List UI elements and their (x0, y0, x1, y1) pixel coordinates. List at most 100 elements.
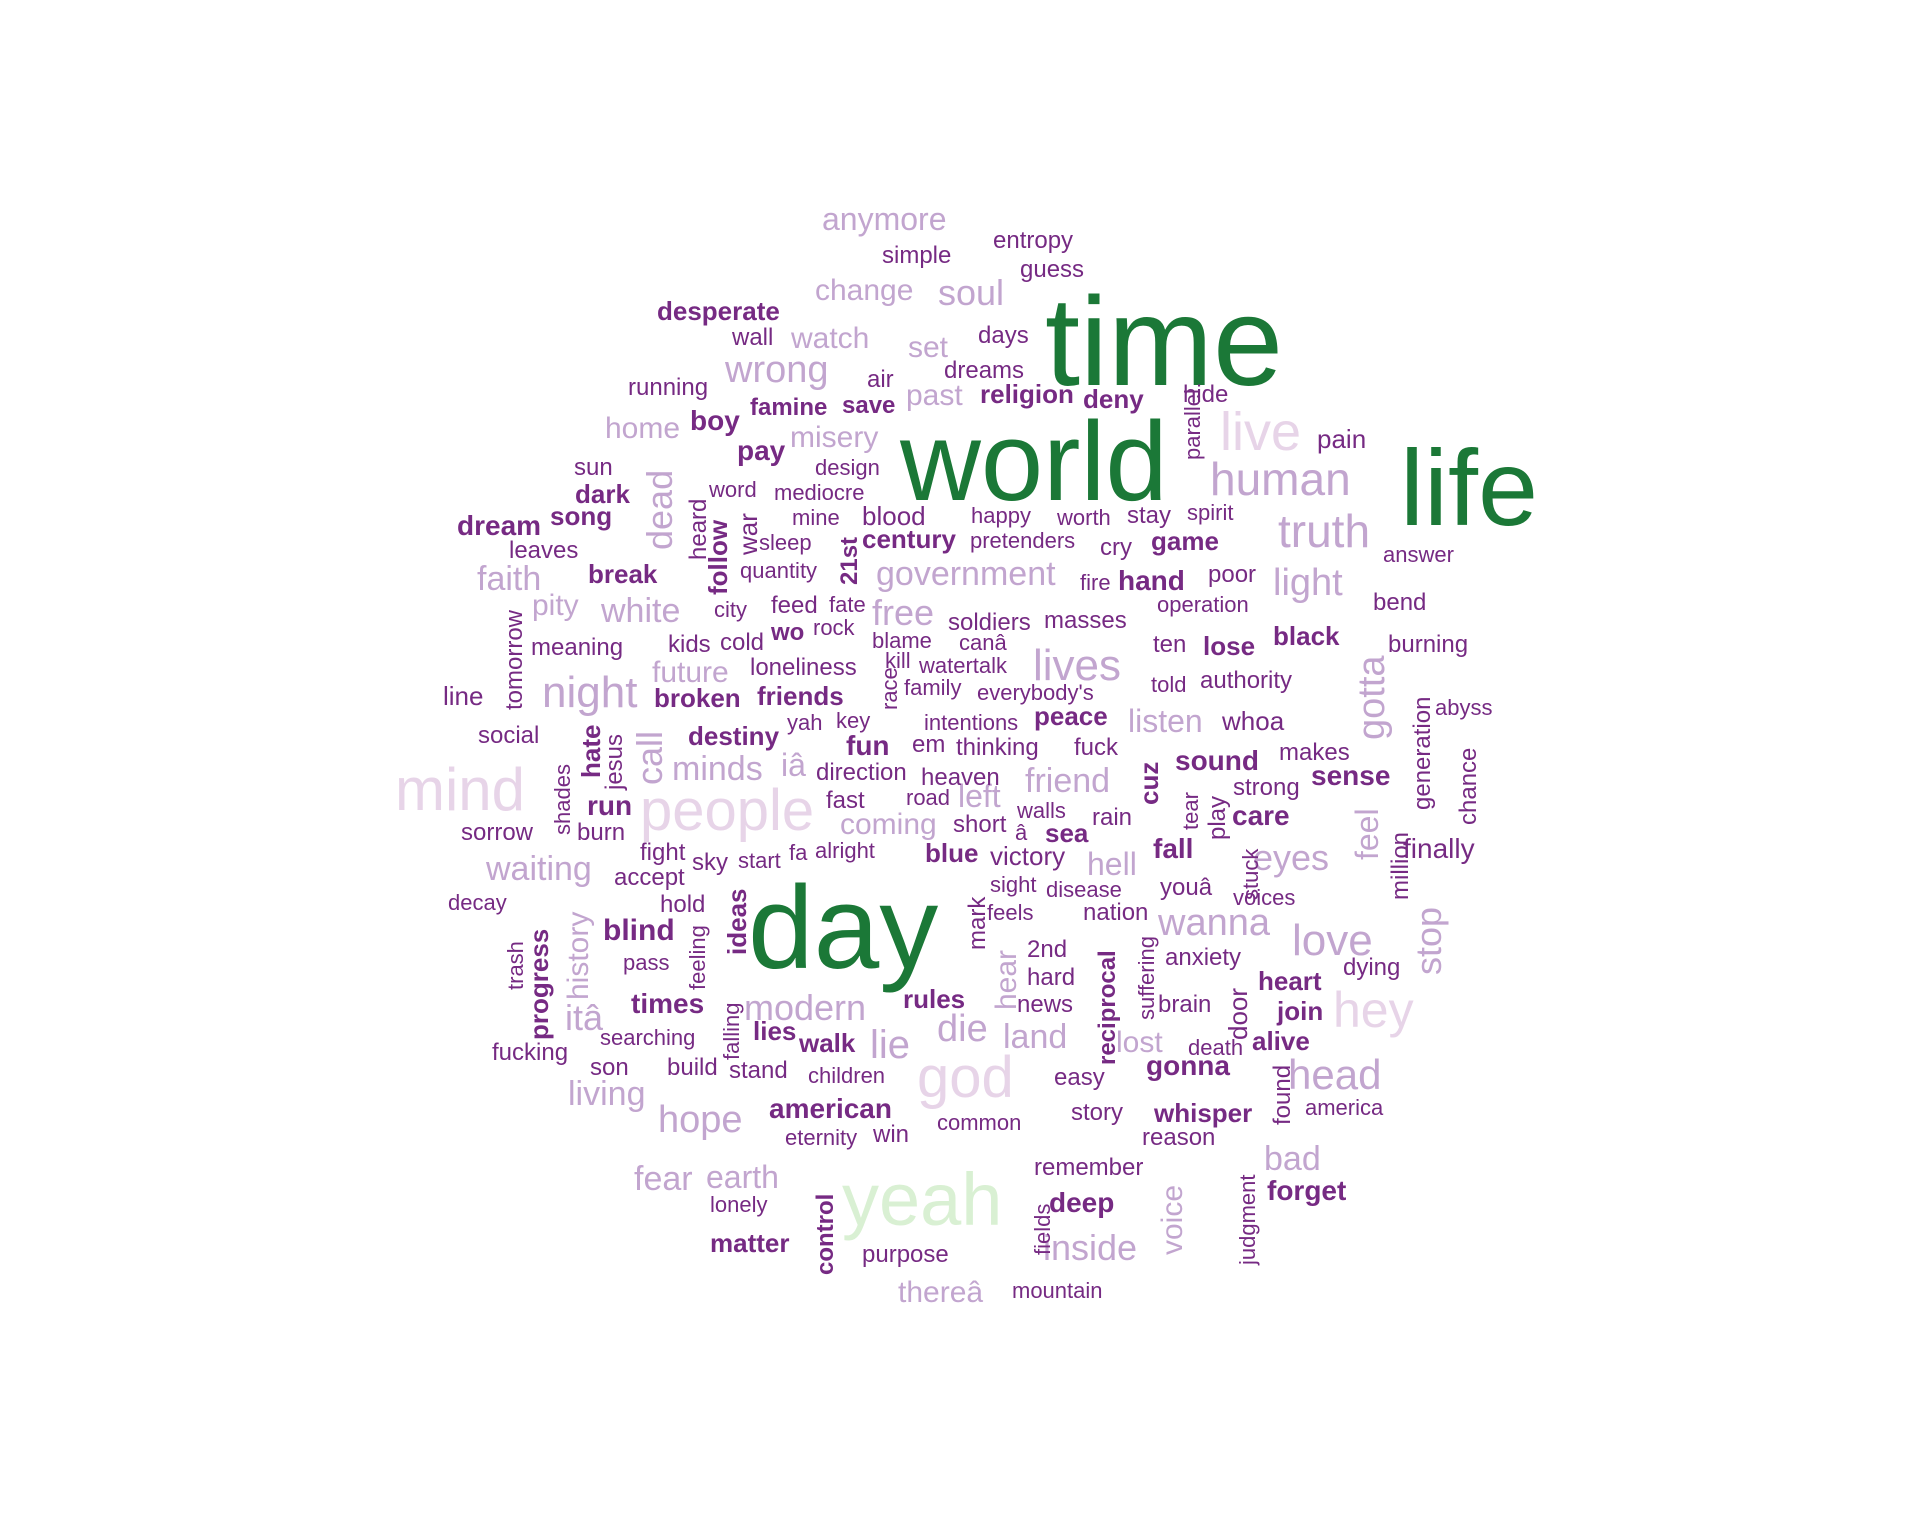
word-news: news (1017, 991, 1073, 1018)
word-answer: answer (1383, 542, 1454, 567)
word-hate: hate (576, 725, 606, 778)
word-kids: kids (668, 631, 711, 658)
word-change: change (815, 274, 913, 307)
word-pretenders: pretenders (970, 528, 1075, 553)
word-heard: heard (685, 499, 712, 560)
word-2nd: 2nd (1027, 936, 1067, 963)
word-death: death (1188, 1035, 1243, 1060)
word-die: die (937, 1008, 988, 1050)
word-guess: guess (1020, 256, 1084, 283)
word-boy: boy (690, 405, 740, 436)
word-blue: blue (925, 838, 978, 868)
word-son: son (590, 1054, 629, 1081)
word-direction: direction (816, 759, 907, 786)
word-yah: yah (787, 710, 822, 735)
word-hide: hide (1183, 381, 1228, 408)
word-rock: rock (813, 615, 856, 640)
word-blame: blame (872, 628, 932, 653)
word-fight: fight (640, 839, 686, 866)
word-lies: lies (753, 1016, 796, 1046)
word-ideas: ideas (722, 889, 752, 956)
word-brain: brain (1158, 991, 1211, 1018)
word-happy: happy (971, 503, 1031, 528)
word-you: youâ (1160, 874, 1213, 901)
word-black: black (1273, 621, 1340, 651)
word-fuck: fuck (1074, 734, 1119, 761)
word-sky: sky (692, 849, 728, 876)
word-peace: peace (1034, 701, 1108, 731)
word-voices: voices (1233, 885, 1295, 910)
word-fate: fate (829, 592, 866, 617)
word-modern: modern (744, 987, 866, 1028)
word-common: common (937, 1110, 1021, 1135)
word-fear: fear (634, 1160, 693, 1198)
word-kill: kill (885, 648, 911, 673)
word-walk: walk (798, 1028, 856, 1058)
word-lose: lose (1203, 631, 1255, 661)
word-stand: stand (729, 1057, 788, 1084)
word-history: history (562, 912, 595, 1000)
word-whisper: whisper (1153, 1098, 1252, 1128)
word-start: start (738, 848, 781, 873)
word-told: told (1151, 672, 1186, 697)
word-stop: stop (1408, 907, 1449, 975)
word-run: run (587, 790, 632, 821)
word-follow: follow (703, 519, 733, 595)
word-desperate: desperate (657, 296, 780, 326)
word-head: head (1288, 1051, 1381, 1098)
word-race: race (877, 667, 902, 710)
word-left: left (958, 778, 1001, 814)
word-leaves: leaves (509, 537, 578, 564)
word-living: living (568, 1075, 645, 1113)
word-time: time (1045, 271, 1283, 412)
word-human: human (1210, 453, 1351, 505)
word-bad: bad (1264, 1140, 1321, 1178)
word-strong: strong (1233, 774, 1300, 801)
word-key: key (836, 708, 870, 733)
word-suffering: suffering (1134, 936, 1159, 1020)
word-sun: sun (574, 454, 613, 481)
word-simple: simple (882, 242, 951, 269)
word-soldiers: soldiers (948, 609, 1031, 636)
word-deny: deny (1083, 384, 1144, 414)
word-stuck: stuck (1238, 848, 1263, 900)
word-home: home (605, 412, 680, 445)
word-break: break (588, 559, 658, 589)
word-generation: generation (1409, 697, 1436, 810)
word-mark: mark (964, 896, 991, 950)
word-world: world (899, 399, 1168, 524)
word-pain: pain (1317, 424, 1366, 454)
word-spirit: spirit (1187, 500, 1233, 525)
word-eyes: eyes (1253, 837, 1329, 878)
word-trash: trash (503, 941, 528, 990)
word-forget: forget (1267, 1175, 1346, 1206)
word-game: game (1151, 526, 1219, 556)
word-21st: 21st (836, 537, 863, 585)
word-coming: coming (840, 808, 937, 841)
word-call: call (629, 731, 670, 785)
word-wo: wo (770, 619, 804, 646)
word-masses: masses (1044, 607, 1127, 634)
word-god: god (917, 1045, 1014, 1110)
word-inside: inside (1043, 1227, 1137, 1268)
word-sense: sense (1311, 760, 1390, 791)
word-love: love (1292, 916, 1373, 965)
word-sleep: sleep (759, 530, 812, 555)
word-operation: operation (1157, 592, 1249, 617)
word-dying: dying (1343, 954, 1400, 981)
word-line: line (443, 681, 483, 711)
word-found: found (1269, 1065, 1296, 1125)
word-loneliness: loneliness (750, 654, 857, 681)
word-can: canâ (959, 630, 1007, 655)
word-famine: famine (750, 394, 827, 421)
word-dreams: dreams (944, 357, 1024, 384)
word-save: save (842, 392, 895, 419)
word-design: design (815, 455, 880, 480)
word-fall: fall (1153, 833, 1193, 864)
word-burn: burn (577, 819, 625, 846)
word-fast: fast (826, 787, 865, 814)
word-blind: blind (603, 914, 675, 947)
word-friend: friend (1025, 762, 1110, 800)
word-word: word (708, 477, 757, 502)
